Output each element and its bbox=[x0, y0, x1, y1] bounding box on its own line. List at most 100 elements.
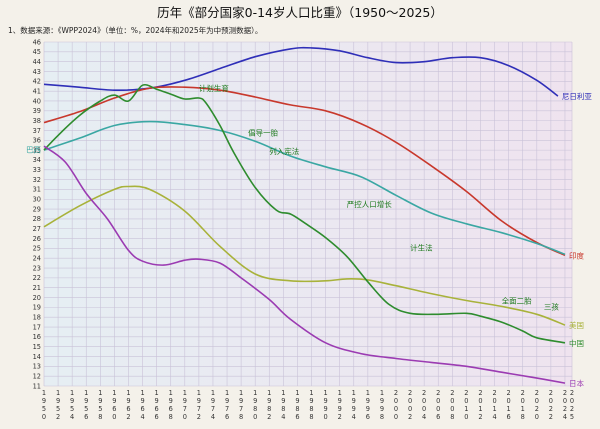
annotation-label-3: 严控人口增长 bbox=[347, 199, 392, 209]
y-tick-label: 36 bbox=[33, 137, 41, 145]
y-tick-label: 24 bbox=[33, 255, 41, 263]
y-tick-label: 40 bbox=[33, 97, 41, 105]
y-tick-label: 18 bbox=[33, 314, 41, 322]
annotation-label-6: 三孩 bbox=[544, 301, 559, 311]
annotation-label-4: 计生法 bbox=[410, 242, 433, 252]
y-tick-label: 19 bbox=[33, 304, 41, 312]
y-tick-label: 30 bbox=[33, 196, 41, 204]
y-tick-label: 21 bbox=[33, 284, 41, 292]
series-line-3 bbox=[43, 185, 566, 326]
chart-title: 历年《部分国家0-14岁人口比重》（1950～2025） bbox=[157, 5, 443, 20]
y-tick-label: 23 bbox=[33, 264, 41, 272]
y-tick-label: 17 bbox=[33, 323, 41, 331]
y-tick-label: 39 bbox=[33, 107, 41, 115]
y-tick-label: 15 bbox=[33, 343, 41, 351]
y-tick-label: 38 bbox=[33, 117, 41, 125]
y-tick-label: 27 bbox=[33, 225, 41, 233]
y-tick-label: 31 bbox=[33, 186, 41, 194]
y-tick-label: 44 bbox=[33, 58, 41, 66]
chart-note: 1、数据来源：《WPP2024》（单位：%，2024年和2025年为中预测数据）… bbox=[8, 25, 262, 35]
y-tick-label: 28 bbox=[33, 215, 41, 223]
y-tick-label: 41 bbox=[33, 87, 41, 95]
series-label-5: 日本 bbox=[569, 378, 584, 388]
annotation-label-1: 倡导一胎 bbox=[248, 127, 278, 137]
y-tick-label: 45 bbox=[33, 48, 41, 56]
y-tick-label: 11 bbox=[33, 382, 41, 390]
series-label-2: 巴西 bbox=[26, 146, 41, 155]
annotation-label-2: 列入宪法 bbox=[269, 146, 299, 156]
series-label-4: 中国 bbox=[569, 338, 584, 348]
y-tick-label: 42 bbox=[33, 78, 41, 86]
y-tick-label: 26 bbox=[33, 235, 41, 243]
plot-background bbox=[44, 42, 572, 386]
series bbox=[43, 46, 566, 384]
y-tick-label: 43 bbox=[33, 68, 41, 76]
annotation-label-0: 计划生育 bbox=[199, 83, 229, 93]
y-tick-label: 16 bbox=[33, 333, 41, 341]
y-tick-label: 29 bbox=[33, 205, 41, 213]
series-line-5 bbox=[43, 145, 566, 384]
y-tick-label: 33 bbox=[33, 166, 41, 174]
y-tick-label: 32 bbox=[33, 176, 41, 184]
series-label-1: 印度 bbox=[569, 250, 584, 260]
y-tick-label: 22 bbox=[33, 274, 41, 282]
y-tick-label: 34 bbox=[33, 156, 41, 164]
y-tick-label: 46 bbox=[33, 38, 41, 46]
series-line-1 bbox=[43, 86, 566, 257]
annotation-label-5: 全面二胎 bbox=[502, 295, 532, 305]
series-line-2 bbox=[43, 120, 566, 256]
y-tick-label: 25 bbox=[33, 245, 41, 253]
y-tick-label: 20 bbox=[33, 294, 41, 302]
y-tick-label: 12 bbox=[33, 372, 41, 380]
y-tick-label: 13 bbox=[33, 363, 41, 371]
y-tick-label: 14 bbox=[33, 353, 41, 361]
grid bbox=[43, 41, 573, 387]
series-label-3: 美国 bbox=[569, 320, 584, 330]
y-tick-label: 35 bbox=[33, 146, 41, 154]
series-line-4 bbox=[43, 83, 566, 344]
x-axis-ticks: 1 9 5 0 1 9 5 2 1 9 5 4 1 9 5 6 1 9 5 8 1 9 6 0 1 9 6 2 1 9 6 4 1 9 6 6 1 9 6 8… bbox=[42, 389, 574, 421]
series-label-0: 尼日利亚 bbox=[562, 91, 592, 101]
